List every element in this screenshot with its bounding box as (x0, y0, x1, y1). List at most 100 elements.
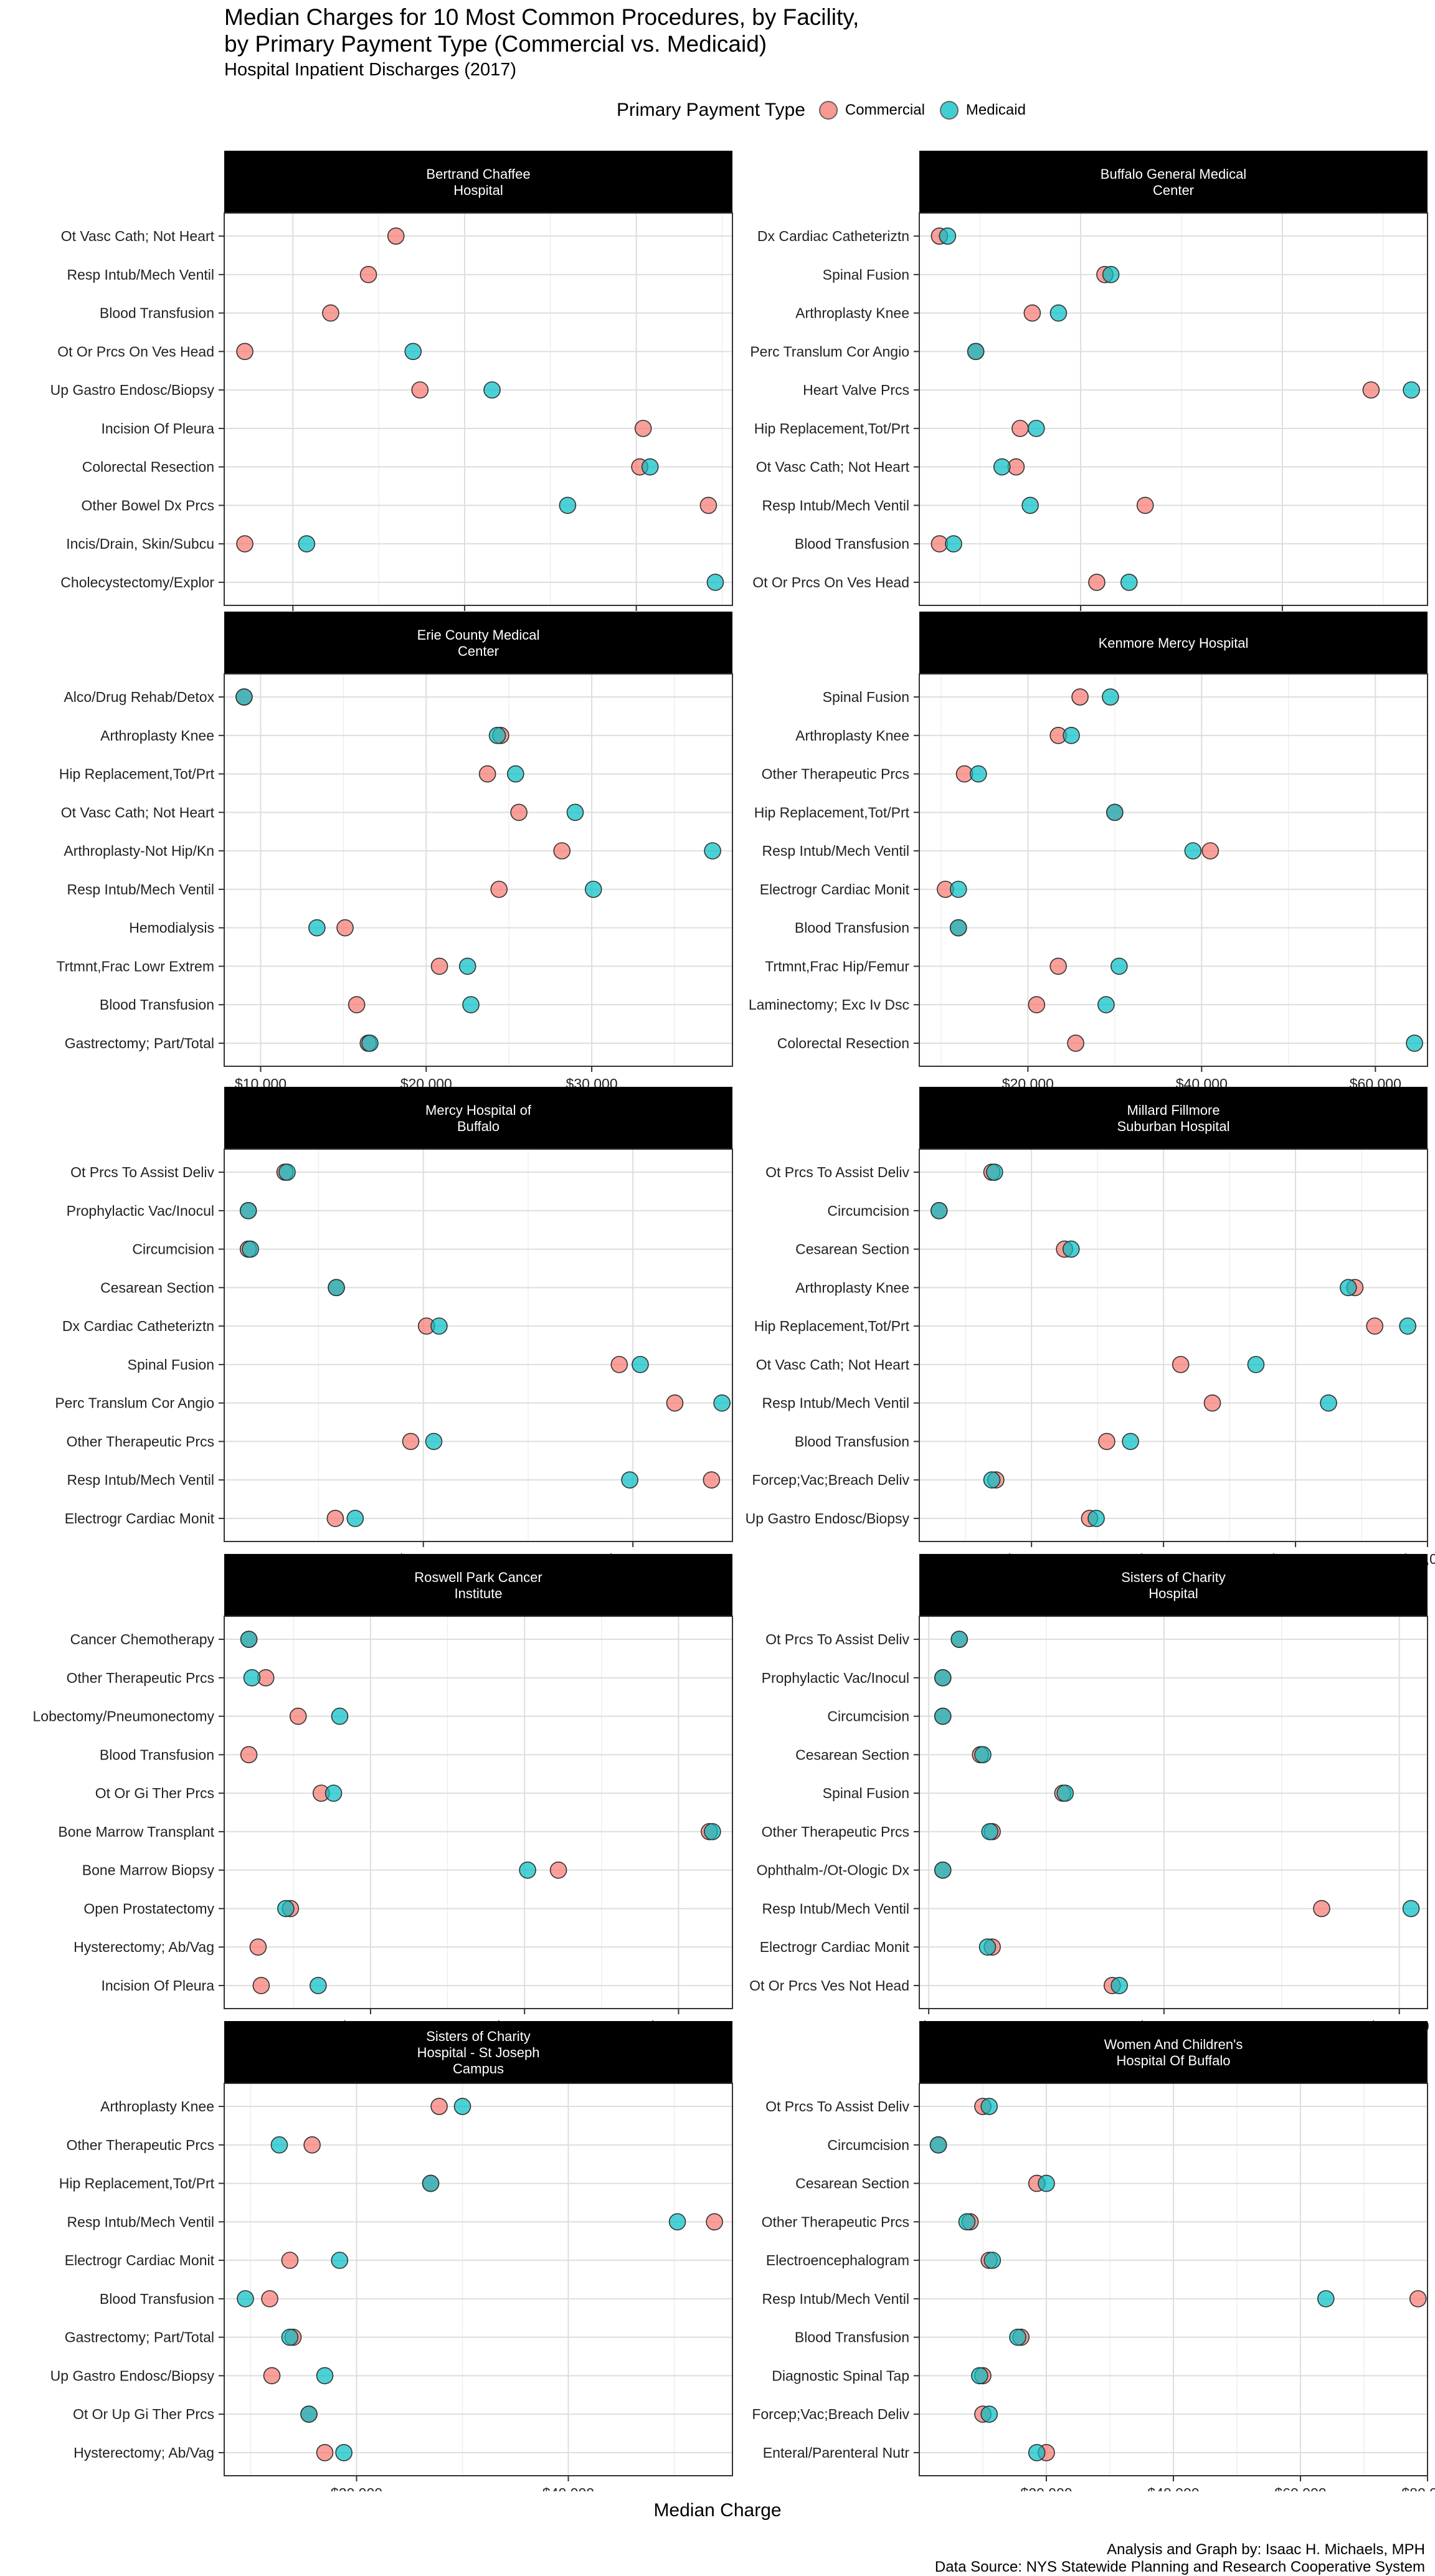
data-point-medicaid (239, 1202, 257, 1219)
category-label: Other Bowel Dx Prcs (82, 497, 214, 513)
category-label: Resp Intub/Mech Ventil (762, 1395, 909, 1411)
category-label: Circumcision (827, 2137, 909, 2153)
data-point-medicaid (974, 1746, 992, 1764)
category-label: Colorectal Resection (777, 1035, 909, 1051)
data-point-medicaid (1111, 957, 1128, 975)
data-point-medicaid (310, 1977, 327, 1994)
data-point-commercial (359, 266, 377, 283)
category-label: Other Therapeutic Prcs (67, 2137, 214, 2153)
category-label: Electrogr Cardiac Monit (760, 881, 910, 897)
facet-panel-7: Sisters of CharityHospital$0$50,000$100,… (749, 1554, 1429, 2034)
category-label: Blood Transfusion (795, 920, 909, 936)
data-point-commercial (478, 765, 496, 783)
data-point-medicaid (430, 1317, 448, 1335)
category-label: Arthroplasty Knee (795, 1279, 909, 1295)
category-label: Up Gastro Endosc/Biopsy (746, 1510, 910, 1527)
category-label: Spinal Fusion (823, 689, 909, 705)
category-label: Prophylactic Vac/Inocul (762, 1670, 909, 1686)
category-label: Hip Replacement,Tot/Prt (59, 2176, 215, 2192)
facet-title-line: Hospital - St Joseph (417, 2045, 540, 2060)
panel-border (224, 2083, 733, 2476)
category-label: Other Therapeutic Prcs (762, 1824, 909, 1840)
data-point-commercial (1098, 1432, 1115, 1451)
panel-border (919, 212, 1428, 606)
category-label: Electroencephalogram (766, 2252, 909, 2268)
category-label: Ot Or Prcs Ves Not Head (749, 1977, 909, 1994)
data-point-commercial (699, 496, 718, 514)
panel-background (919, 674, 1428, 1066)
data-point-commercial (402, 1432, 420, 1451)
data-point-commercial (236, 343, 253, 361)
data-point-commercial (634, 420, 652, 437)
facet-plots: Bertrand ChaffeeHospital$5,000$10,000$15… (33, 151, 1435, 2491)
category-label: Cesarean Section (795, 2176, 909, 2192)
category-label: Blood Transfusion (795, 2329, 909, 2346)
legend-swatch-commercial (818, 101, 838, 120)
data-point-medicaid (458, 957, 476, 975)
data-point-medicaid (1403, 381, 1420, 399)
data-point-medicaid (1062, 1240, 1080, 1258)
data-point-commercial (1049, 957, 1067, 975)
facet-strip (224, 1554, 732, 1616)
data-point-medicaid (1102, 266, 1120, 283)
category-label: Electrogr Cardiac Monit (760, 1939, 910, 1955)
data-point-medicaid (331, 2252, 349, 2269)
data-point-commercial (316, 2444, 334, 2461)
data-point-commercial (1011, 420, 1029, 437)
panel-border (919, 1148, 1428, 1542)
facet-title-line: Buffalo General Medical (1101, 166, 1246, 182)
data-point-medicaid (316, 2367, 334, 2385)
data-point-medicaid (559, 496, 577, 514)
facet-title-line: Bertrand Chaffee (426, 166, 530, 182)
category-label: Alco/Drug Rehab/Detox (64, 689, 214, 705)
data-point-commercial (336, 919, 354, 937)
facet-title-line: Center (1153, 182, 1194, 198)
data-point-medicaid (945, 535, 962, 552)
x-axis-label: Median Charge (653, 2500, 782, 2521)
category-label: Enteral/Parenteral Nutr (763, 2445, 910, 2461)
facet-title-line: Hospital (1148, 1586, 1198, 1601)
data-point-medicaid (986, 1163, 1003, 1181)
category-label: Ot Or Up Gi Ther Prcs (73, 2406, 214, 2422)
caption-source: Data Source: NYS Statewide Planning and … (934, 2559, 1425, 2575)
facet-title-line: Women And Children's (1104, 2037, 1243, 2052)
data-point-commercial (1203, 1394, 1221, 1412)
data-point-commercial (281, 2252, 299, 2269)
category-label: Forcep;Vac;Breach Deliv (752, 2406, 909, 2422)
data-point-medicaid (298, 535, 316, 552)
data-point-commercial (1028, 996, 1046, 1013)
category-label: Dx Cardiac Catheteriztn (757, 228, 909, 244)
data-point-medicaid (704, 842, 721, 859)
category-label: Resp Intub/Mech Ventil (762, 1900, 909, 1916)
category-label: Resp Intub/Mech Ventil (762, 2291, 909, 2307)
facet-strip (224, 1087, 732, 1149)
data-point-medicaid (483, 381, 501, 399)
data-point-commercial (553, 842, 571, 859)
data-point-medicaid (270, 2136, 288, 2154)
category-label: Colorectal Resection (82, 459, 214, 475)
data-point-medicaid (453, 2098, 471, 2115)
panel-background (224, 1149, 732, 1541)
category-label: Cesarean Section (100, 1279, 214, 1295)
category-label: Blood Transfusion (100, 305, 214, 321)
category-label: Laminectomy; Exc Iv Dsc (749, 997, 909, 1013)
legend-item-commercial: Commercial (818, 101, 925, 120)
data-point-medicaid (978, 1938, 997, 1956)
facet-strip (224, 151, 732, 213)
facet-title-line: Mercy Hospital of (425, 1102, 532, 1118)
data-point-commercial (387, 227, 405, 245)
category-label: Blood Transfusion (795, 536, 909, 552)
category-label: Arthroplasty-Not Hip/Kn (64, 843, 214, 859)
legend-label-medicaid: Medicaid (965, 102, 1026, 118)
panel-border (919, 673, 1428, 1067)
data-point-medicaid (929, 2136, 947, 2154)
category-label: Electrogr Cardiac Monit (65, 2252, 215, 2268)
data-point-medicaid (958, 2213, 976, 2231)
data-point-medicaid (1049, 304, 1068, 322)
category-label: Ophthalm-/Ot-Ologic Dx (757, 1862, 910, 1878)
legend: Primary Payment Type Commercial Medicaid (617, 100, 1041, 121)
data-point-commercial (303, 2136, 321, 2154)
panel-background (919, 1616, 1428, 2009)
facet-strip (919, 612, 1428, 674)
category-label: Ot Vasc Cath; Not Heart (756, 459, 910, 475)
